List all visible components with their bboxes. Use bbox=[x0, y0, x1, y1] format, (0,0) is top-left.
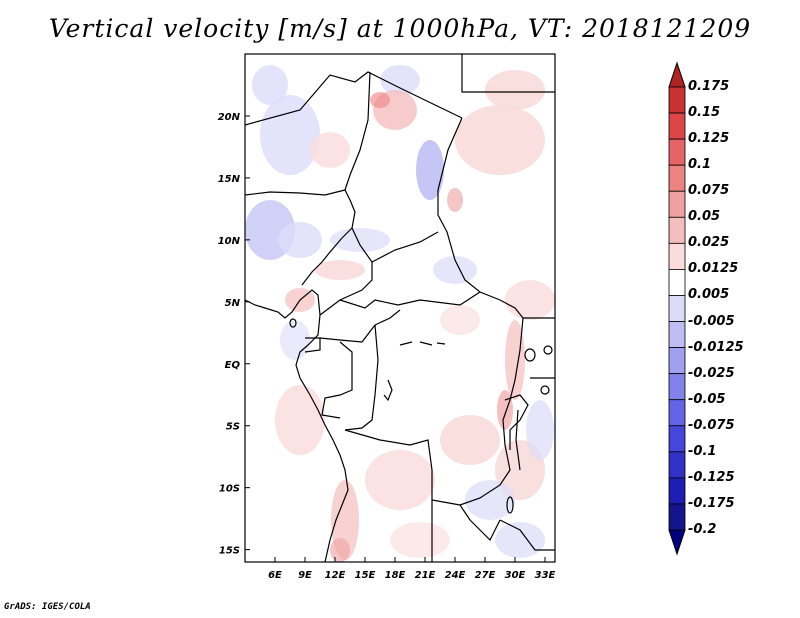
colorbar-label: -0.005 bbox=[688, 313, 735, 329]
colorbar-label: 0.025 bbox=[688, 235, 730, 251]
lat-tick-label: 10S bbox=[219, 484, 240, 495]
colorbar-label: -0.1 bbox=[688, 443, 717, 459]
lon-tick-label: 9E bbox=[298, 570, 312, 581]
colorbar-label: -0.05 bbox=[688, 391, 726, 407]
lat-tick-label: 20N bbox=[218, 112, 241, 123]
colorbar-label: -0.025 bbox=[688, 365, 735, 381]
lon-tick-label: 6E bbox=[268, 570, 282, 581]
colorbar-label: -0.125 bbox=[688, 469, 735, 485]
colorbar-label: 0.005 bbox=[688, 287, 730, 303]
colorbar-label: -0.175 bbox=[688, 495, 735, 511]
colorbar-segment bbox=[668, 347, 686, 375]
colorbar-segment bbox=[668, 269, 686, 296]
colorbar-segment bbox=[668, 321, 686, 348]
colorbar-label: 0.125 bbox=[688, 131, 730, 147]
colorbar-label: 0.075 bbox=[688, 183, 730, 199]
colorbar bbox=[668, 61, 686, 556]
lat-tick-label: 5S bbox=[226, 422, 240, 433]
colorbar-label: 0.1 bbox=[688, 157, 712, 173]
lon-tick-label: 30E bbox=[505, 570, 526, 581]
colorbar-segment bbox=[668, 86, 686, 114]
colorbar-bottom-arrow bbox=[668, 529, 686, 556]
colorbar-label: 0.15 bbox=[688, 105, 721, 121]
map-frame bbox=[244, 53, 556, 563]
colorbar-segment bbox=[668, 373, 686, 401]
colorbar-label: -0.075 bbox=[688, 417, 735, 433]
lon-tick-label: 24E bbox=[445, 570, 466, 581]
colorbar-segment bbox=[668, 164, 686, 192]
colorbar-label: 0.175 bbox=[688, 79, 730, 94]
colorbar-top-arrow bbox=[668, 61, 686, 88]
colorbar-label: 0.0125 bbox=[688, 261, 739, 277]
colorbar-segment bbox=[668, 451, 686, 479]
velocity-field bbox=[245, 65, 555, 562]
lat-tick-label: 10N bbox=[218, 236, 241, 247]
colorbar-segment bbox=[668, 190, 686, 218]
colorbar-segment bbox=[668, 503, 686, 531]
map-title: Vertical velocity [m/s] at 1000hPa, VT: … bbox=[48, 14, 752, 43]
axis-ticks: 6E 9E 12E 15E 18E 21E 24E 27E 30E 33E 20N 15N 10N 5N E… bbox=[218, 112, 556, 581]
lon-tick-label: 21E bbox=[415, 570, 436, 581]
colorbar-label: -0.0125 bbox=[688, 339, 744, 355]
colorbar-label: -0.2 bbox=[688, 522, 717, 537]
lon-tick-label: 12E bbox=[325, 570, 346, 581]
colorbar-segment bbox=[668, 242, 686, 270]
colorbar-segment bbox=[668, 399, 686, 427]
colorbar-segment bbox=[668, 295, 686, 322]
lat-tick-label: 15S bbox=[219, 546, 240, 557]
colorbar-segment bbox=[668, 138, 686, 166]
lon-tick-label: 15E bbox=[355, 570, 376, 581]
colorbar-segment bbox=[668, 477, 686, 505]
country-borders bbox=[245, 54, 555, 562]
lon-tick-label: 33E bbox=[535, 570, 556, 581]
lon-tick-label: 27E bbox=[475, 570, 496, 581]
colorbar-label: 0.05 bbox=[688, 209, 721, 225]
lat-tick-label: 5N bbox=[225, 298, 241, 309]
colorbar-segment bbox=[668, 425, 686, 453]
lat-tick-label: EQ bbox=[225, 360, 241, 371]
colorbar-segment bbox=[668, 112, 686, 140]
lon-tick-label: 18E bbox=[385, 570, 406, 581]
credit-text: GrADS: IGES/COLA bbox=[4, 602, 91, 612]
colorbar-segment bbox=[668, 216, 686, 244]
lat-tick-label: 15N bbox=[218, 174, 241, 185]
